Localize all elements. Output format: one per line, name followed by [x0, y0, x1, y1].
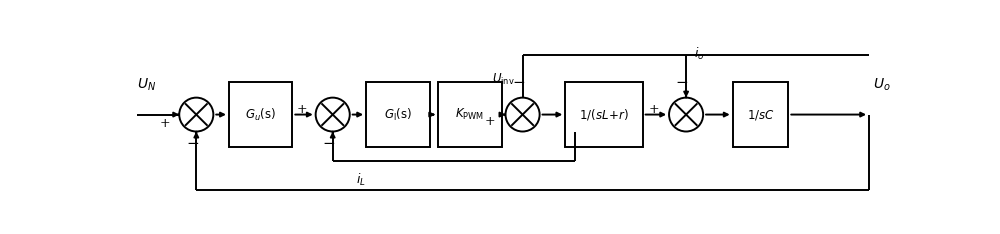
Text: −: −: [322, 137, 335, 151]
Bar: [229, 82, 292, 147]
Bar: [438, 82, 502, 147]
Text: +: +: [485, 115, 495, 128]
Bar: [565, 82, 643, 147]
Text: $U_o$: $U_o$: [873, 77, 891, 93]
Text: −: −: [186, 137, 199, 151]
Bar: [366, 82, 430, 147]
Text: $G_\mathrm{I}\rm{(s)}$: $G_\mathrm{I}\rm{(s)}$: [384, 106, 412, 123]
Text: $1/sC$: $1/sC$: [747, 108, 774, 122]
Text: $i_L$: $i_L$: [356, 172, 366, 188]
Text: $U_\mathrm{inv}$: $U_\mathrm{inv}$: [492, 72, 515, 87]
Text: −: −: [512, 77, 525, 90]
Text: +: +: [648, 103, 659, 116]
Bar: [733, 82, 788, 147]
Text: +: +: [160, 117, 171, 130]
Text: $i_o$: $i_o$: [694, 46, 704, 62]
Text: $G_u\rm{(s)}$: $G_u\rm{(s)}$: [245, 106, 276, 123]
Text: +: +: [296, 103, 307, 116]
Text: $U_N$: $U_N$: [137, 77, 156, 93]
Text: −: −: [676, 77, 689, 90]
Text: $1/(sL\!+\!r)$: $1/(sL\!+\!r)$: [579, 107, 629, 122]
Text: $K_\mathrm{PWM}$: $K_\mathrm{PWM}$: [455, 107, 484, 122]
